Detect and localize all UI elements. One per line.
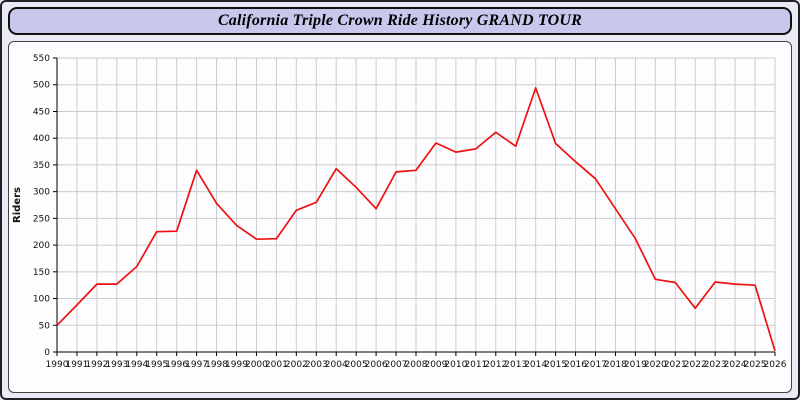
svg-text:0: 0 bbox=[44, 348, 50, 358]
svg-text:2013: 2013 bbox=[504, 360, 527, 370]
svg-text:1993: 1993 bbox=[105, 360, 128, 370]
svg-text:450: 450 bbox=[33, 107, 50, 117]
svg-text:2021: 2021 bbox=[664, 360, 687, 370]
svg-text:2012: 2012 bbox=[484, 360, 507, 370]
chart-title-bar: California Triple Crown Ride History GRA… bbox=[8, 7, 792, 35]
svg-text:2023: 2023 bbox=[704, 360, 727, 370]
chart-title: California Triple Crown Ride History GRA… bbox=[217, 12, 583, 29]
svg-text:2018: 2018 bbox=[604, 360, 627, 370]
svg-text:200: 200 bbox=[33, 241, 50, 251]
svg-text:150: 150 bbox=[33, 268, 50, 278]
svg-text:350: 350 bbox=[33, 161, 50, 171]
svg-text:2015: 2015 bbox=[544, 360, 567, 370]
svg-text:2008: 2008 bbox=[405, 360, 428, 370]
svg-text:Riders: Riders bbox=[12, 187, 23, 223]
svg-text:550: 550 bbox=[33, 54, 50, 64]
svg-text:2024: 2024 bbox=[724, 360, 747, 370]
svg-text:2016: 2016 bbox=[564, 360, 587, 370]
chart-panel: 0 50 100 150 200 250 300 350 400 450 500 550 1990 199… bbox=[8, 41, 792, 393]
svg-text:1995: 1995 bbox=[145, 360, 168, 370]
svg-text:1990: 1990 bbox=[46, 360, 69, 370]
svg-text:2004: 2004 bbox=[325, 360, 348, 370]
svg-text:100: 100 bbox=[33, 295, 50, 305]
svg-text:1998: 1998 bbox=[205, 360, 228, 370]
svg-text:2002: 2002 bbox=[285, 360, 308, 370]
svg-text:2017: 2017 bbox=[584, 360, 607, 370]
svg-text:2025: 2025 bbox=[744, 360, 767, 370]
svg-text:2014: 2014 bbox=[524, 360, 547, 370]
svg-text:1997: 1997 bbox=[185, 360, 208, 370]
svg-text:2009: 2009 bbox=[424, 360, 447, 370]
svg-text:2001: 2001 bbox=[265, 360, 288, 370]
svg-text:1999: 1999 bbox=[225, 360, 248, 370]
svg-text:2003: 2003 bbox=[305, 360, 328, 370]
svg-text:1992: 1992 bbox=[85, 360, 108, 370]
svg-text:2026: 2026 bbox=[764, 360, 787, 370]
svg-text:2020: 2020 bbox=[644, 360, 667, 370]
svg-text:250: 250 bbox=[33, 214, 50, 224]
svg-text:300: 300 bbox=[33, 188, 50, 198]
svg-text:1996: 1996 bbox=[165, 360, 188, 370]
svg-text:500: 500 bbox=[33, 81, 50, 91]
svg-text:2019: 2019 bbox=[624, 360, 647, 370]
svg-text:2000: 2000 bbox=[245, 360, 268, 370]
svg-text:400: 400 bbox=[33, 134, 50, 144]
svg-text:2006: 2006 bbox=[365, 360, 388, 370]
svg-text:2011: 2011 bbox=[464, 360, 487, 370]
svg-text:2010: 2010 bbox=[444, 360, 467, 370]
svg-text:1991: 1991 bbox=[65, 360, 88, 370]
svg-text:2005: 2005 bbox=[345, 360, 368, 370]
svg-text:1994: 1994 bbox=[125, 360, 148, 370]
svg-text:2022: 2022 bbox=[684, 360, 707, 370]
svg-text:50: 50 bbox=[39, 321, 51, 331]
svg-text:2007: 2007 bbox=[385, 360, 408, 370]
riders-line-chart: 0501001502002503003504004505005501990199… bbox=[12, 54, 787, 370]
